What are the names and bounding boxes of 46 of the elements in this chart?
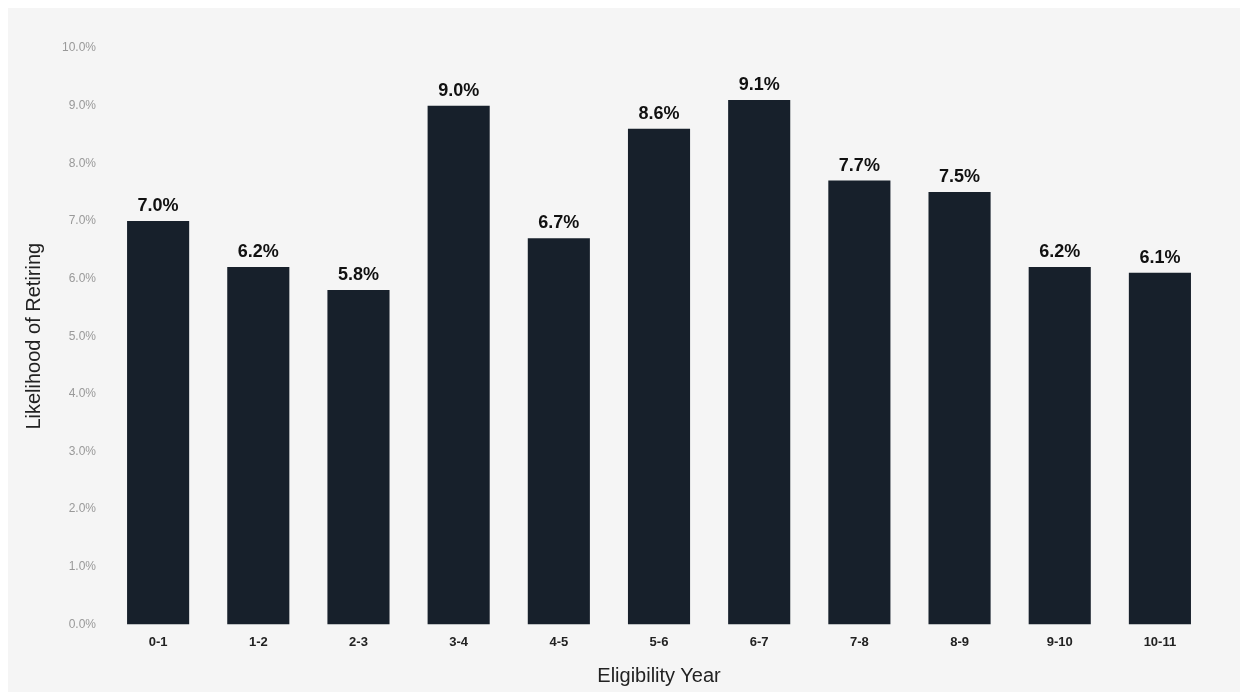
y-tick-label: 2.0% [68,501,97,516]
bar [527,238,590,625]
x-tick-label: 9-10 [1046,633,1073,649]
y-tick-label: 10.0% [61,40,97,55]
y-tick-label: 7.0% [68,213,97,228]
bar [728,99,791,625]
x-tick-label: 0-1 [148,633,168,649]
bar [1028,267,1091,625]
data-label: 6.2% [237,241,279,261]
x-tick-label: 5-6 [649,633,669,649]
bar [627,128,691,625]
data-label: 6.1% [1139,246,1181,267]
y-tick-label: 4.0% [68,386,97,401]
data-label: 6.2% [1039,241,1081,261]
x-tick-label: 1-2 [248,633,268,649]
data-label: 9.1% [738,73,780,94]
bar [427,105,490,625]
y-tick-label: 0.0% [68,616,97,631]
x-tick-label: 6-7 [749,633,769,649]
y-tick-label: 8.0% [68,155,97,170]
x-tick-label: 10-11 [1143,633,1177,649]
data-label: 5.8% [337,264,379,285]
x-axis-title: Eligibility Year [597,663,722,686]
x-tick-label: 3-4 [449,633,469,649]
data-label: 9.0% [438,79,480,100]
y-tick-label: 6.0% [68,270,97,285]
bar [227,267,290,625]
data-label: 7.5% [939,166,981,187]
y-tick-label: 1.0% [68,559,97,574]
bar [327,290,390,625]
y-tick-label: 3.0% [68,443,97,458]
data-label: 7.0% [137,194,179,215]
bar [1128,272,1191,625]
x-tick-label: 4-5 [549,633,569,649]
data-label: 7.7% [838,154,880,175]
y-tick-label: 9.0% [68,97,97,112]
y-axis-title: Likelihood of Retiring [21,242,44,430]
data-label: 8.6% [638,102,680,123]
x-tick-label: 8-9 [950,633,969,649]
bar [127,220,190,625]
bar [928,192,991,625]
y-tick-label: 5.0% [68,328,97,343]
bar [828,180,891,625]
x-tick-label: 7-8 [849,633,869,649]
data-label: 6.7% [538,212,580,233]
x-tick-label: 2-3 [349,633,368,649]
